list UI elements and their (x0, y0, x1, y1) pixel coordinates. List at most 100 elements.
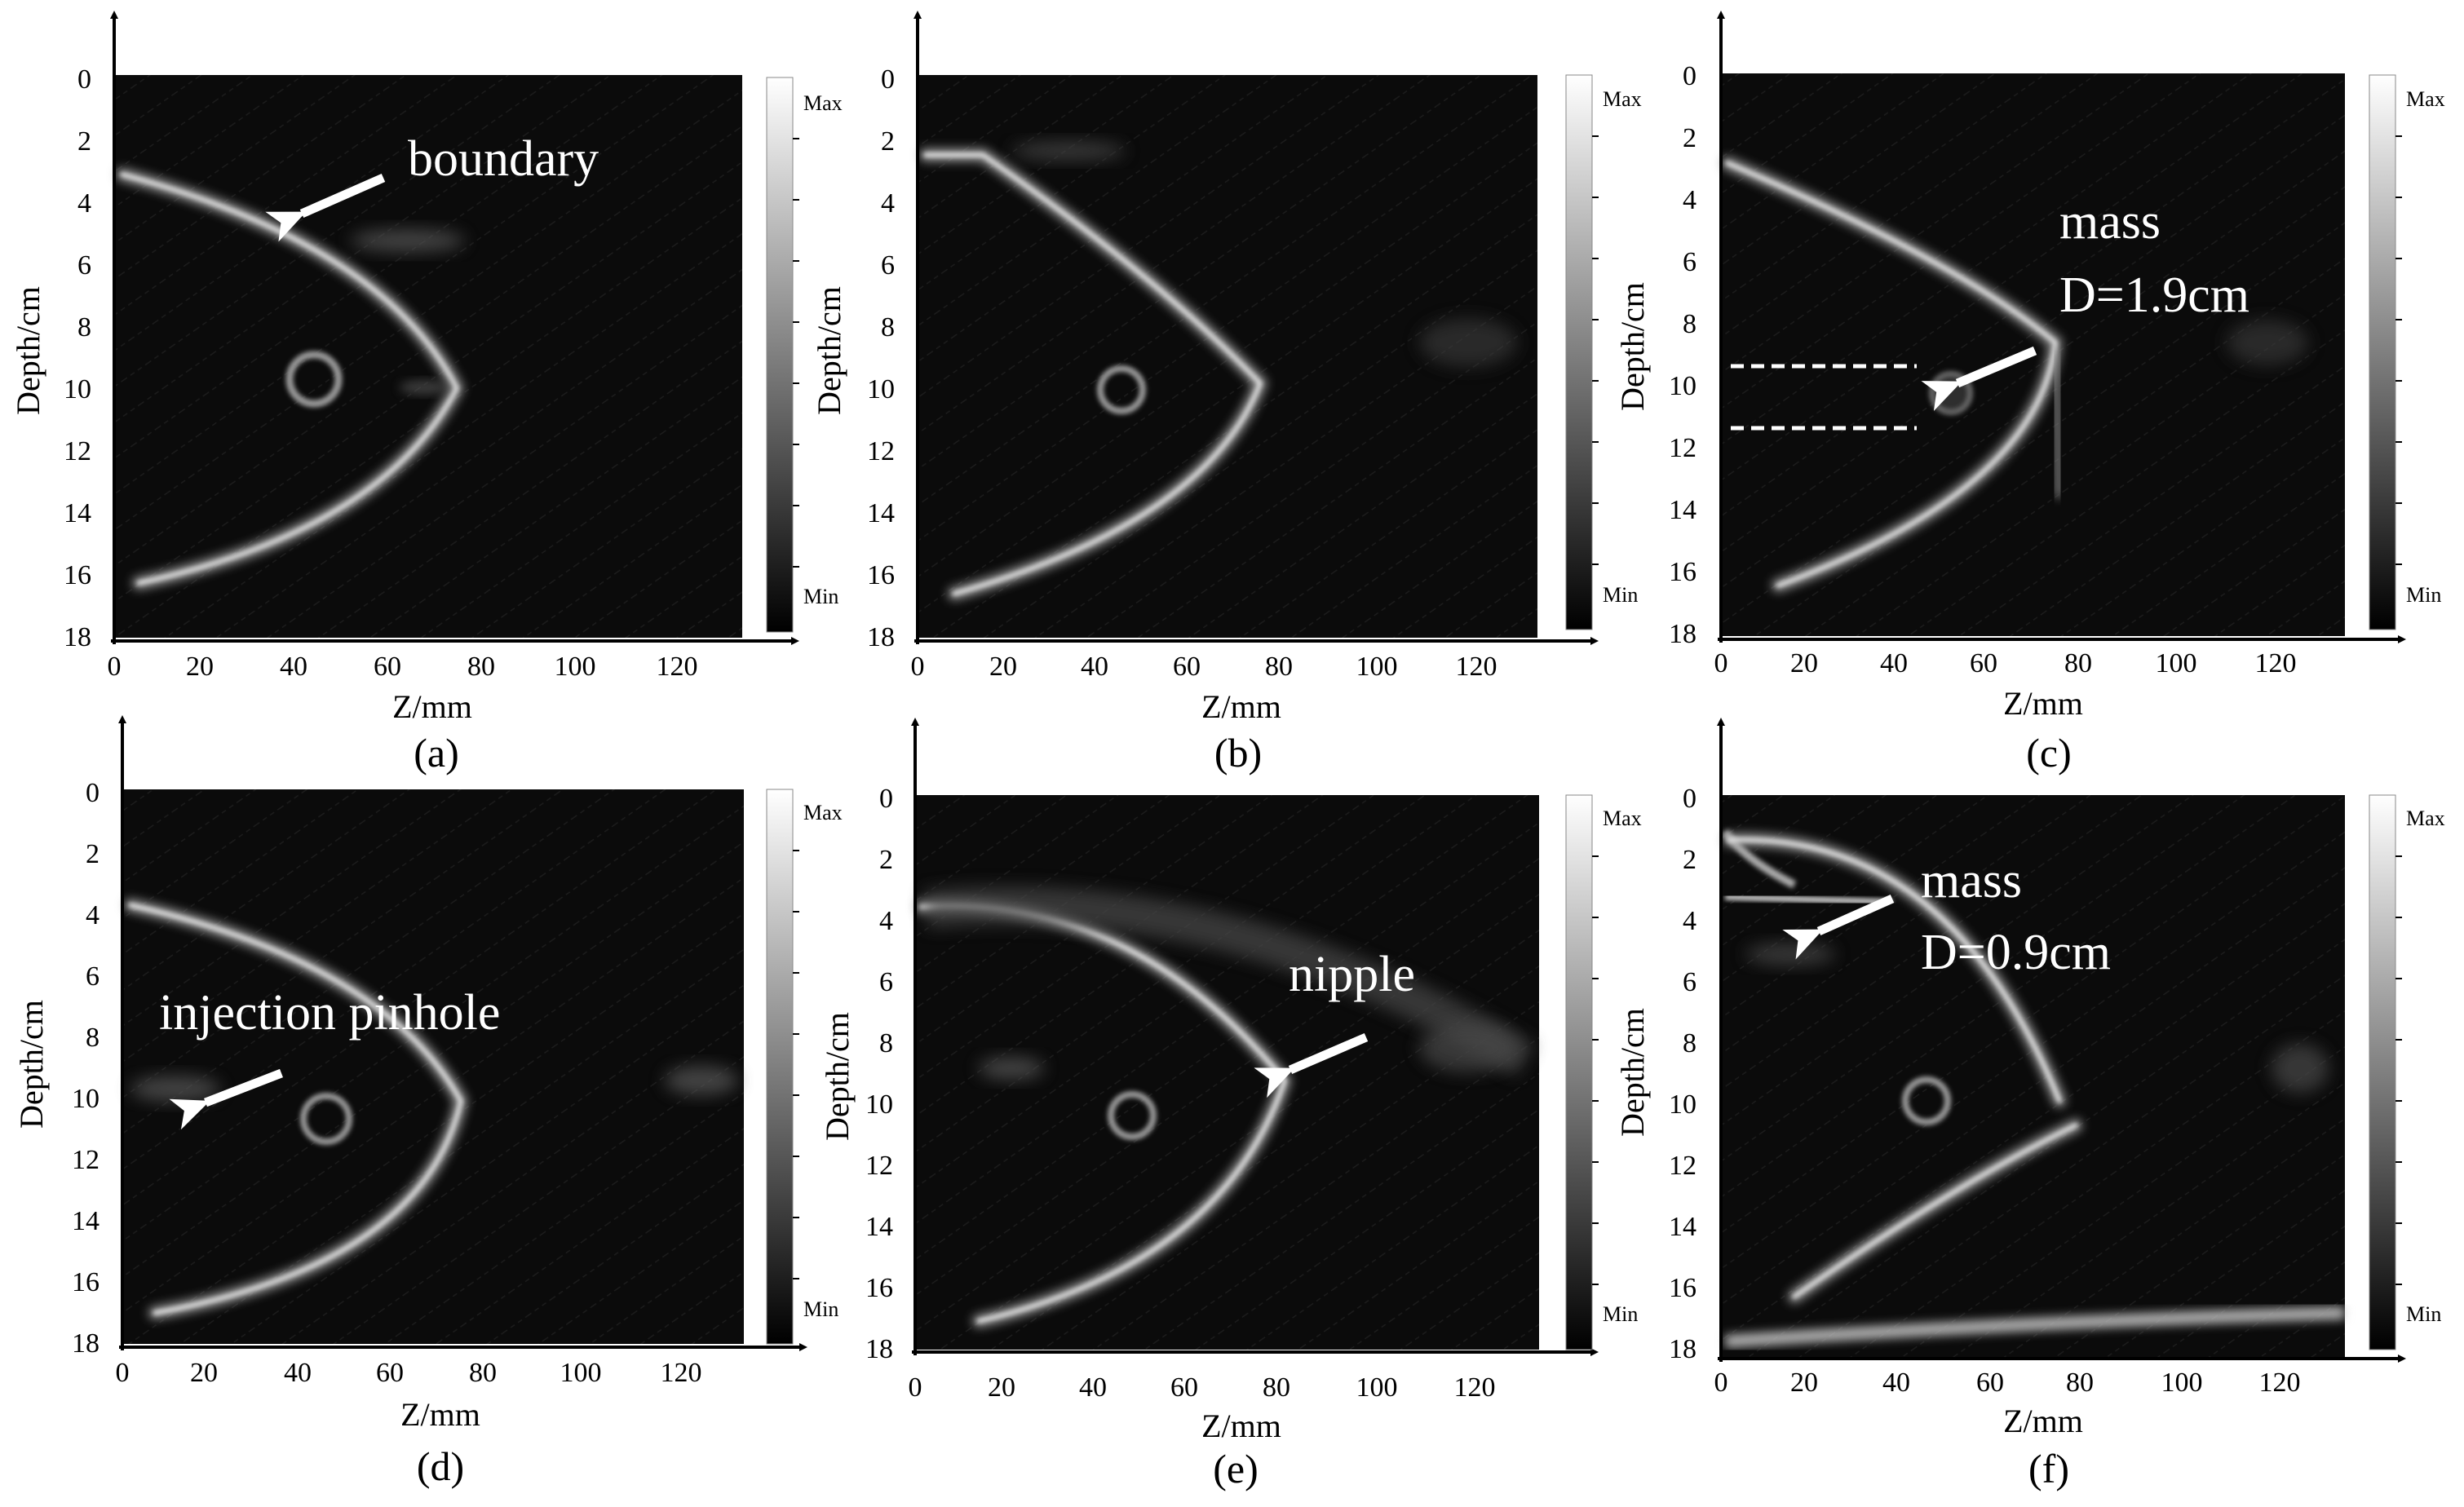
ultrasound-structures (1721, 157, 2308, 592)
y-axis-label: Depth/cm (1614, 1008, 1651, 1137)
annotation-label: D=1.9cm (2059, 267, 2249, 323)
colorbar-ticks (2395, 855, 2402, 1285)
annotation-arrow (1254, 1032, 1369, 1098)
y-tick-label: 6 (86, 961, 100, 992)
y-tick-label: 6 (77, 250, 91, 281)
panel-c: 0 2 4 6 8 10 12 14 16 18 0 20 40 60 80 1… (1614, 11, 2445, 776)
mass-bounds (1731, 364, 1917, 431)
y-tick-label: 2 (77, 126, 91, 157)
x-tick-labels: 0 20 40 60 80 100 120 (911, 652, 1497, 682)
x-tick-label: 40 (1880, 648, 1908, 678)
y-tick-label: 10 (64, 374, 91, 404)
y-tick-label: 16 (865, 1273, 893, 1303)
x-tick-labels: 0 20 40 60 80 100 120 (909, 1372, 1496, 1403)
colorbar-ticks (2395, 135, 2402, 565)
y-tick-label: 6 (881, 250, 895, 281)
x-tick-label: 20 (989, 652, 1017, 682)
x-tick-label: 120 (657, 652, 698, 682)
colorbar (1565, 794, 1593, 1350)
x-tick-label: 120 (1456, 652, 1497, 682)
y-tick-label: 2 (881, 126, 895, 157)
x-tick-label: 40 (1081, 652, 1108, 682)
x-tick-labels: 0 20 40 60 80 100 120 (1714, 648, 2297, 678)
colorbar-max-label: Max (1603, 87, 1642, 111)
y-tick-label: 8 (1683, 1028, 1696, 1058)
y-tick-label: 10 (72, 1084, 100, 1114)
colorbar (766, 789, 794, 1345)
y-tick-label: 8 (77, 312, 91, 342)
y-tick-label: 12 (1669, 1151, 1696, 1181)
colorbar-min-label: Min (2406, 1302, 2441, 1326)
y-tick-label: 4 (1683, 185, 1696, 215)
y-tick-label: 4 (881, 188, 895, 219)
ultrasound-structures (124, 899, 738, 1319)
y-tick-label: 16 (72, 1267, 100, 1297)
y-tick-label: 0 (881, 64, 895, 95)
x-tick-label: 80 (467, 652, 495, 682)
colorbar-min-label: Min (2406, 583, 2441, 607)
annotation-label: nipple (1289, 947, 1415, 1002)
x-tick-label: 0 (1714, 1368, 1728, 1398)
x-tick-label: 40 (284, 1358, 312, 1388)
y-tick-label: 18 (867, 622, 895, 652)
x-tick-label: 100 (1356, 1372, 1398, 1403)
y-tick-label: 0 (879, 784, 893, 814)
x-tick-label: 100 (2156, 648, 2197, 678)
panel-caption: (e) (1213, 1446, 1259, 1492)
colorbar-max-label: Max (2406, 807, 2445, 830)
x-tick-label: 0 (1714, 648, 1728, 678)
x-tick-label: 60 (376, 1358, 404, 1388)
x-tick-label: 120 (1454, 1372, 1496, 1403)
panel-caption: (b) (1214, 730, 1262, 776)
colorbar (2369, 74, 2396, 630)
annotation-arrow (1782, 894, 1895, 960)
x-axis-label: Z/mm (400, 1396, 480, 1433)
annotation-arrow (169, 1068, 283, 1130)
x-tick-label: 80 (2064, 648, 2092, 678)
y-tick-label: 16 (1669, 557, 1696, 587)
x-tick-label: 80 (2066, 1368, 2094, 1398)
x-tick-label: 120 (2255, 648, 2297, 678)
y-tick-label: 14 (1669, 495, 1696, 525)
x-tick-label: 60 (1173, 652, 1201, 682)
annotation-label: D=0.9cm (1921, 925, 2111, 980)
y-tick-label: 10 (865, 1089, 893, 1120)
colorbar-max-label: Max (803, 91, 843, 115)
x-tick-label: 60 (374, 652, 401, 682)
y-tick-labels: 0 2 4 6 8 10 12 14 16 18 (72, 778, 100, 1359)
y-tick-label: 8 (86, 1023, 100, 1053)
annotation-arrow (265, 173, 386, 242)
ultrasound-structures (919, 141, 1517, 600)
y-tick-label: 8 (879, 1028, 893, 1058)
colorbar-ticks (793, 850, 799, 1279)
y-tick-label: 18 (72, 1328, 100, 1359)
y-tick-labels: 0 2 4 6 8 10 12 14 16 18 (867, 64, 895, 652)
x-tick-label: 20 (186, 652, 214, 682)
y-tick-label: 10 (1669, 1089, 1696, 1120)
y-tick-label: 16 (1669, 1273, 1696, 1303)
y-tick-label: 4 (86, 900, 100, 930)
x-tick-label: 20 (190, 1358, 218, 1388)
panel-f: 0 2 4 6 8 10 12 14 16 18 0 20 40 60 80 1… (1614, 718, 2445, 1492)
y-tick-label: 2 (86, 839, 100, 869)
x-axis-label: Z/mm (1201, 1408, 1281, 1444)
annotation-label: mass (1921, 853, 2022, 908)
y-tick-label: 0 (77, 64, 91, 95)
x-tick-label: 0 (116, 1358, 130, 1388)
panel-caption: (d) (417, 1443, 464, 1489)
y-tick-label: 18 (1669, 1334, 1696, 1364)
y-tick-label: 10 (1669, 371, 1696, 401)
x-tick-label: 80 (1265, 652, 1293, 682)
y-tick-label: 4 (879, 906, 893, 936)
panel-caption: (a) (414, 730, 459, 776)
colorbar-min-label: Min (803, 1297, 838, 1321)
y-tick-label: 14 (64, 498, 91, 528)
colorbar-ticks (1592, 135, 1599, 565)
y-tick-label: 4 (1683, 906, 1696, 936)
x-tick-label: 80 (469, 1358, 497, 1388)
y-tick-label: 12 (865, 1151, 893, 1181)
x-tick-label: 20 (1790, 648, 1818, 678)
x-tick-label: 0 (108, 652, 122, 682)
x-tick-label: 40 (1882, 1368, 1910, 1398)
